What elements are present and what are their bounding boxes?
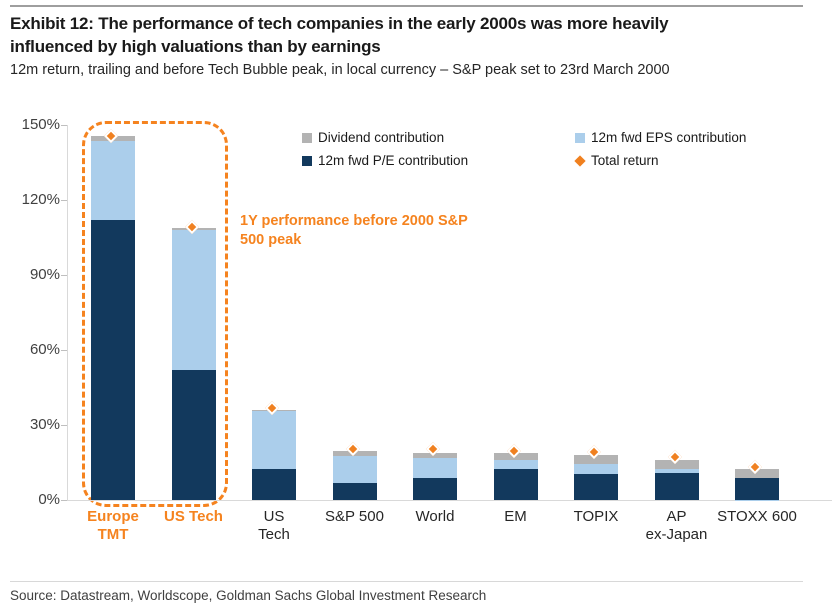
- bar-segment-light_blue: [654, 468, 699, 473]
- y-axis-tick: [61, 500, 67, 501]
- legend-item-eps-contribution: 12m fwd EPS contribution: [575, 130, 746, 145]
- category-label: AP ex-Japan: [645, 508, 708, 543]
- footer-divider: [10, 581, 803, 582]
- pe-swatch-icon: [302, 155, 312, 166]
- legend-item-total-return: Total return: [574, 153, 659, 168]
- y-axis-label: 30%: [29, 416, 60, 433]
- category-label: S&P 500: [325, 508, 384, 525]
- legend-item-dividend-contribution: Dividend contribution: [302, 130, 444, 145]
- legend-label: 12m fwd P/E contribution: [318, 153, 469, 168]
- y-axis-label: 0%: [38, 491, 60, 508]
- bar-segment-light_blue: [413, 457, 457, 478]
- bar-segment-light_blue: [171, 230, 216, 370]
- dividend-swatch-icon: [302, 132, 312, 143]
- eps-swatch-icon: [575, 132, 585, 143]
- y-axis-label: 90%: [29, 266, 60, 283]
- legend-label: Total return: [591, 153, 659, 168]
- bar-segment-navy: [91, 220, 135, 500]
- x-axis-line: [67, 500, 832, 501]
- category-label: US Tech: [164, 508, 223, 525]
- bar-segment-gray: [654, 460, 699, 469]
- category-label: EM: [504, 508, 527, 525]
- bar-segment-gray: [735, 468, 779, 478]
- category-label: Europe TMT: [87, 508, 139, 543]
- exhibit-title-line1: Exhibit 12: The performance of tech comp…: [10, 14, 669, 33]
- exhibit-subtitle: 12m return, trailing and before Tech Bub…: [10, 62, 670, 78]
- y-axis-label: 120%: [21, 191, 60, 208]
- y-axis-line: [67, 125, 68, 500]
- bar-segment-navy: [654, 472, 699, 500]
- bar-segment-navy: [252, 468, 296, 500]
- annotation-text: 1Y performance before 2000 S&P 500 peak: [240, 213, 468, 248]
- bar-segment-light_blue: [493, 460, 538, 469]
- bar-segment-light_blue: [252, 411, 296, 469]
- bar-segment-navy: [413, 477, 457, 500]
- legend-label: Dividend contribution: [318, 130, 445, 145]
- y-axis-tick: [61, 425, 67, 426]
- y-axis-tick: [61, 200, 67, 201]
- category-label: TOPIX: [573, 508, 619, 525]
- bar-segment-navy: [493, 468, 538, 500]
- exhibit-title: Exhibit 12: The performance of tech comp…: [10, 12, 810, 58]
- bar-segment-light_blue: [332, 456, 377, 483]
- category-label: STOXX 600: [717, 508, 797, 525]
- y-axis-tick: [61, 275, 67, 276]
- bar-segment-light_blue: [574, 463, 618, 474]
- bar-segment-light_blue: [91, 141, 135, 220]
- bar-segment-navy: [332, 482, 377, 500]
- top-rule: [10, 5, 803, 7]
- bar-segment-navy: [574, 473, 618, 500]
- bar-segment-gray: [413, 452, 457, 458]
- source-line: Source: Datastream, Worldscope, Goldman …: [10, 588, 487, 603]
- bar-segment-gray: [574, 455, 618, 464]
- legend-item-pe-contribution: 12m fwd P/E contribution: [302, 153, 468, 168]
- y-axis-label: 60%: [29, 341, 60, 358]
- total-return-diamond-icon: [574, 154, 586, 167]
- category-label: World: [415, 508, 455, 525]
- bar-segment-navy: [735, 477, 779, 500]
- category-label: US Tech: [258, 508, 290, 543]
- bar-segment-navy: [171, 370, 216, 500]
- legend-label: 12m fwd EPS contribution: [591, 130, 747, 145]
- y-axis-label: 150%: [21, 116, 60, 133]
- bar-segment-light_blue: [735, 500, 779, 502]
- y-axis-tick: [61, 125, 67, 126]
- exhibit-title-line2: influenced by high valuations than by ea…: [10, 37, 381, 56]
- y-axis-tick: [61, 350, 67, 351]
